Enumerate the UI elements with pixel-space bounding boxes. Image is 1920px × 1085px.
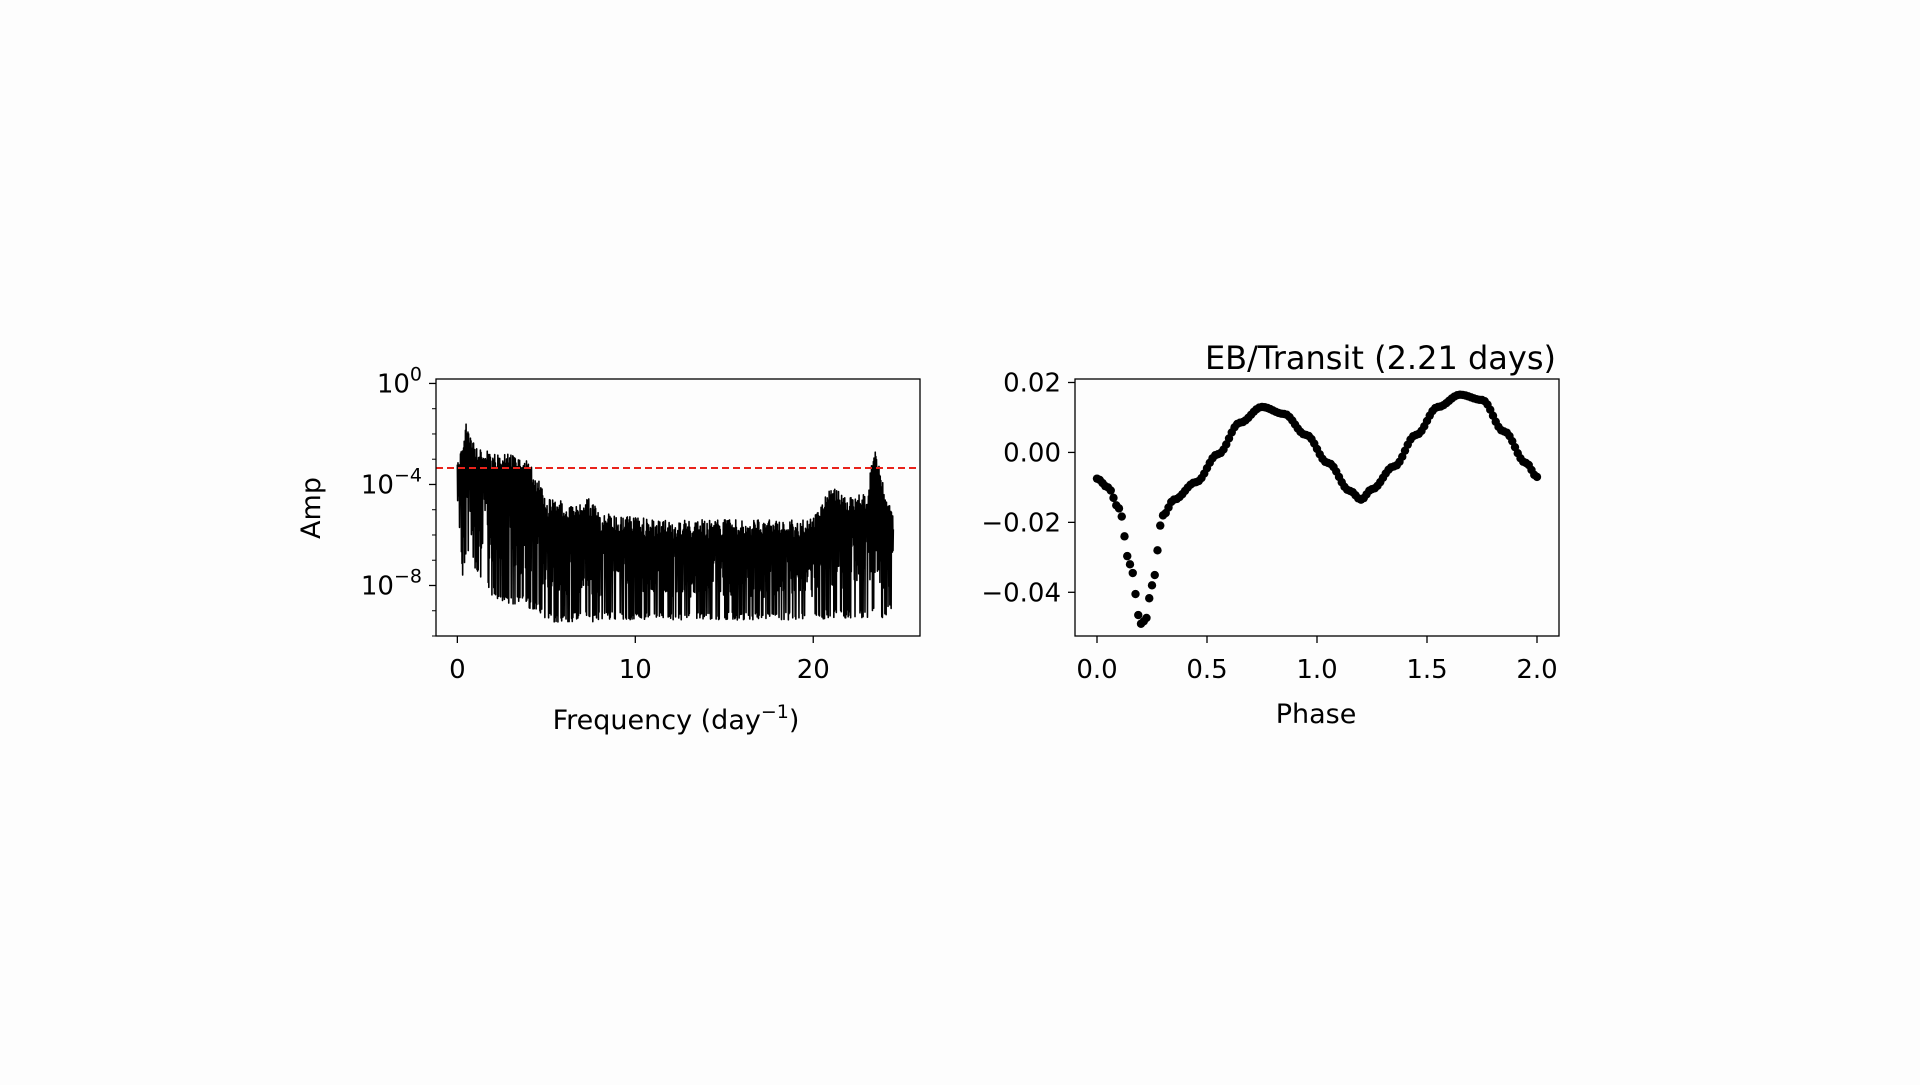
phase-ytick-label: 0.02 xyxy=(1003,368,1061,398)
periodogram-axes-frame xyxy=(435,378,921,637)
periodogram-xtick-label: 10 xyxy=(619,655,652,685)
phase-xtick-label: 1.0 xyxy=(1296,655,1337,685)
phase-data-point xyxy=(1109,493,1118,503)
phase-data-point xyxy=(1145,594,1154,603)
phase-data-point xyxy=(1117,512,1126,521)
phase-data-point xyxy=(1114,504,1124,513)
periodogram-xtick-label: 0 xyxy=(449,655,466,685)
periodogram-plot-area xyxy=(436,423,920,623)
phase-ytick-label: −0.04 xyxy=(981,578,1061,608)
phase-xtick-label: 2.0 xyxy=(1516,655,1557,685)
phase-xtick-label: 1.5 xyxy=(1406,655,1447,685)
phase-title: EB/Transit (2.21 days) xyxy=(1205,339,1556,377)
phase-data-point xyxy=(1147,581,1157,590)
phase-data-point xyxy=(1131,589,1140,599)
periodogram-ytick-label: 100 xyxy=(377,363,422,399)
phase-data-point xyxy=(1134,610,1143,620)
phase-plot-area xyxy=(1092,390,1542,628)
periodogram-ticks: 0 10 20 100 10−4 10−8 xyxy=(361,363,830,685)
phase-data-point xyxy=(1153,546,1162,555)
phase-xtick-label: 0.5 xyxy=(1186,655,1227,685)
phase-data-point xyxy=(1532,472,1542,482)
phase-data-point xyxy=(1125,560,1135,569)
phase-data-point xyxy=(1120,532,1129,541)
phase-xtick-label: 0.0 xyxy=(1076,655,1117,685)
phase-data-point xyxy=(1128,568,1137,578)
periodogram-ytick-label: 10−4 xyxy=(361,464,422,500)
phase-data-point xyxy=(1142,613,1151,623)
periodogram-spectrum-line xyxy=(456,423,895,623)
phase-ytick-label: −0.02 xyxy=(981,508,1061,538)
phase-ytick-label: 0.00 xyxy=(1003,438,1061,468)
phase-data-point xyxy=(1123,551,1132,561)
phase-panel: 0.0 0.5 1.0 1.5 2.0 0.02 0.00 −0.02 −0.04 EB/Tra… xyxy=(981,339,1560,730)
periodogram-panel: 0 10 20 100 10−4 10−8 Frequency (day−1) Amp xyxy=(296,363,921,736)
periodogram-ytick-label: 10−8 xyxy=(361,565,422,601)
phase-xlabel: Phase xyxy=(1276,699,1357,730)
phase-data-point xyxy=(1156,521,1165,530)
periodogram-xtick-label: 20 xyxy=(797,655,830,685)
periodogram-xlabel: Frequency (day−1) xyxy=(553,701,800,736)
phase-ticks: 0.0 0.5 1.0 1.5 2.0 0.02 0.00 −0.02 −0.04 xyxy=(981,368,1557,685)
phase-data-point xyxy=(1150,570,1159,580)
phase-data-point xyxy=(1106,486,1115,495)
periodogram-ylabel: Amp xyxy=(296,477,327,539)
